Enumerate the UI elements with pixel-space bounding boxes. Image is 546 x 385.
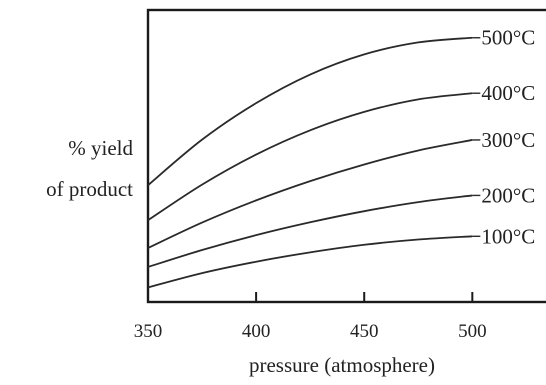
- series-label-2: 300°C: [481, 128, 535, 152]
- x-ticks: 350 400 450 500: [134, 292, 487, 342]
- y-axis-title-line-2: of product: [46, 177, 133, 201]
- series-labels: 500°C 400°C 300°C 200°C 100°C: [472, 26, 535, 248]
- series-curve-4: [147, 235, 473, 289]
- series-curve-0: [147, 36, 473, 186]
- x-tick-label-0: 350: [134, 321, 163, 342]
- y-axis-title-line-1: % yield: [68, 136, 133, 160]
- series-curve-3: [147, 194, 473, 268]
- x-tick-label-1: 400: [242, 321, 271, 342]
- series-label-4: 100°C: [481, 224, 535, 248]
- series-label-1: 400°C: [481, 81, 535, 105]
- series-curve-2: [147, 139, 473, 249]
- series-curve-1: [147, 92, 473, 221]
- series-label-3: 200°C: [481, 183, 535, 207]
- x-tick-label-2: 450: [350, 321, 379, 342]
- series-curves: [147, 36, 473, 289]
- series-label-0: 500°C: [481, 26, 535, 50]
- x-axis-title: pressure (atmosphere): [249, 353, 435, 377]
- x-tick-label-3: 500: [458, 321, 487, 342]
- plot-frame: [146, 8, 546, 304]
